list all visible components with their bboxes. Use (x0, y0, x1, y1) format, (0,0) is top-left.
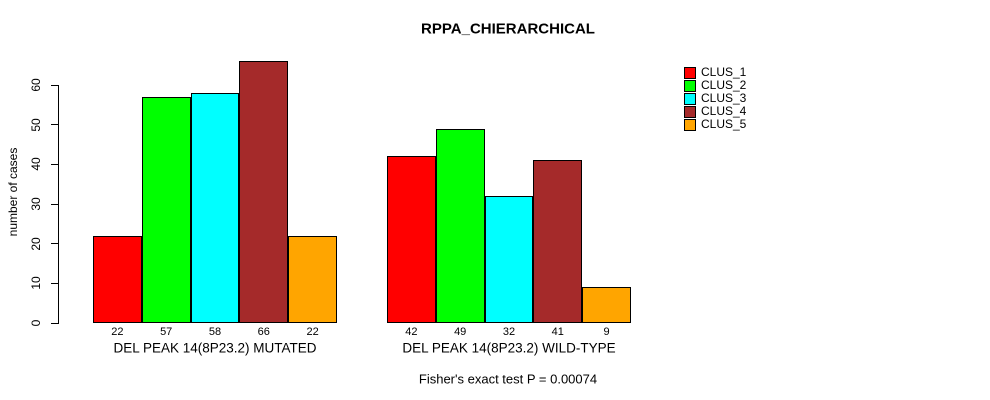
group-label: DEL PEAK 14(8P23.2) WILD-TYPE (402, 340, 616, 356)
y-axis-tick (51, 203, 58, 205)
bar-clus_4-group1 (239, 61, 289, 323)
bar-clus_3-group1 (190, 92, 240, 323)
bar-value-label: 32 (502, 326, 516, 338)
bar-value-label: 22 (306, 326, 319, 338)
bar-value-label: 57 (160, 326, 173, 338)
legend-item-clus_2: CLUS_2 (684, 79, 746, 92)
legend-swatch-clus_4 (684, 105, 696, 118)
legend-label: CLUS_5 (701, 117, 747, 131)
group-label: DEL PEAK 14(8P23.2) MUTATED (113, 340, 317, 356)
y-axis-tick (51, 282, 58, 284)
bar-clus_3-group2 (484, 196, 534, 323)
y-axis-tick (51, 84, 58, 86)
bar-value-label: 49 (454, 326, 467, 338)
bar-clus_2-group2 (435, 128, 485, 323)
y-axis-tick (51, 124, 58, 126)
y-axis-tick-label: 40 (29, 157, 43, 172)
legend-swatch-clus_2 (684, 79, 696, 92)
bar-clus_2-group1 (141, 96, 191, 323)
bar-value-label: 66 (257, 326, 270, 338)
bar-value-label: 58 (208, 326, 222, 338)
legend-item-clus_3: CLUS_3 (684, 92, 746, 105)
legend-swatch-clus_3 (684, 92, 696, 105)
bar-clus_1-group2 (387, 156, 436, 323)
y-axis-tick-label: 50 (29, 117, 43, 132)
y-axis-tick (51, 163, 58, 165)
y-axis-tick-label: 20 (29, 236, 43, 251)
y-axis-tick (51, 243, 58, 245)
bar-clus_5-group2 (582, 287, 631, 323)
bar-clus_4-group2 (533, 160, 583, 323)
y-axis-tick-label: 30 (29, 197, 43, 211)
legend-label: CLUS_1 (701, 65, 747, 79)
legend-item-clus_4: CLUS_4 (684, 105, 746, 118)
footer-annotation: Fisher's exact test P = 0.00074 (418, 371, 598, 387)
y-axis-label: number of cases (6, 147, 20, 237)
legend: CLUS_1 CLUS_2 CLUS_3 CLUS_4 CLUS_5 (684, 66, 746, 131)
y-axis-tick-label: 10 (29, 276, 43, 291)
y-axis-tick (51, 322, 58, 324)
legend-item-clus_5: CLUS_5 (684, 118, 746, 131)
y-axis-tick-label: 0 (29, 319, 43, 327)
bar-value-label: 9 (603, 326, 610, 338)
y-axis-line (58, 85, 59, 324)
legend-item-clus_1: CLUS_1 (684, 66, 746, 79)
bar-value-label: 41 (551, 326, 564, 338)
legend-label: CLUS_4 (701, 104, 747, 118)
legend-swatch-clus_5 (684, 118, 696, 131)
legend-label: CLUS_2 (701, 78, 747, 92)
legend-label: CLUS_3 (701, 91, 747, 105)
bar-clus_5-group1 (288, 235, 337, 323)
bar-value-label: 22 (111, 326, 124, 338)
y-axis-tick-label: 60 (29, 78, 43, 92)
bar-value-label: 42 (405, 326, 418, 338)
chart-title: RPPA_CHIERARCHICAL (421, 20, 595, 38)
legend-swatch-clus_1 (684, 66, 696, 79)
bar-clus_1-group1 (93, 235, 142, 323)
